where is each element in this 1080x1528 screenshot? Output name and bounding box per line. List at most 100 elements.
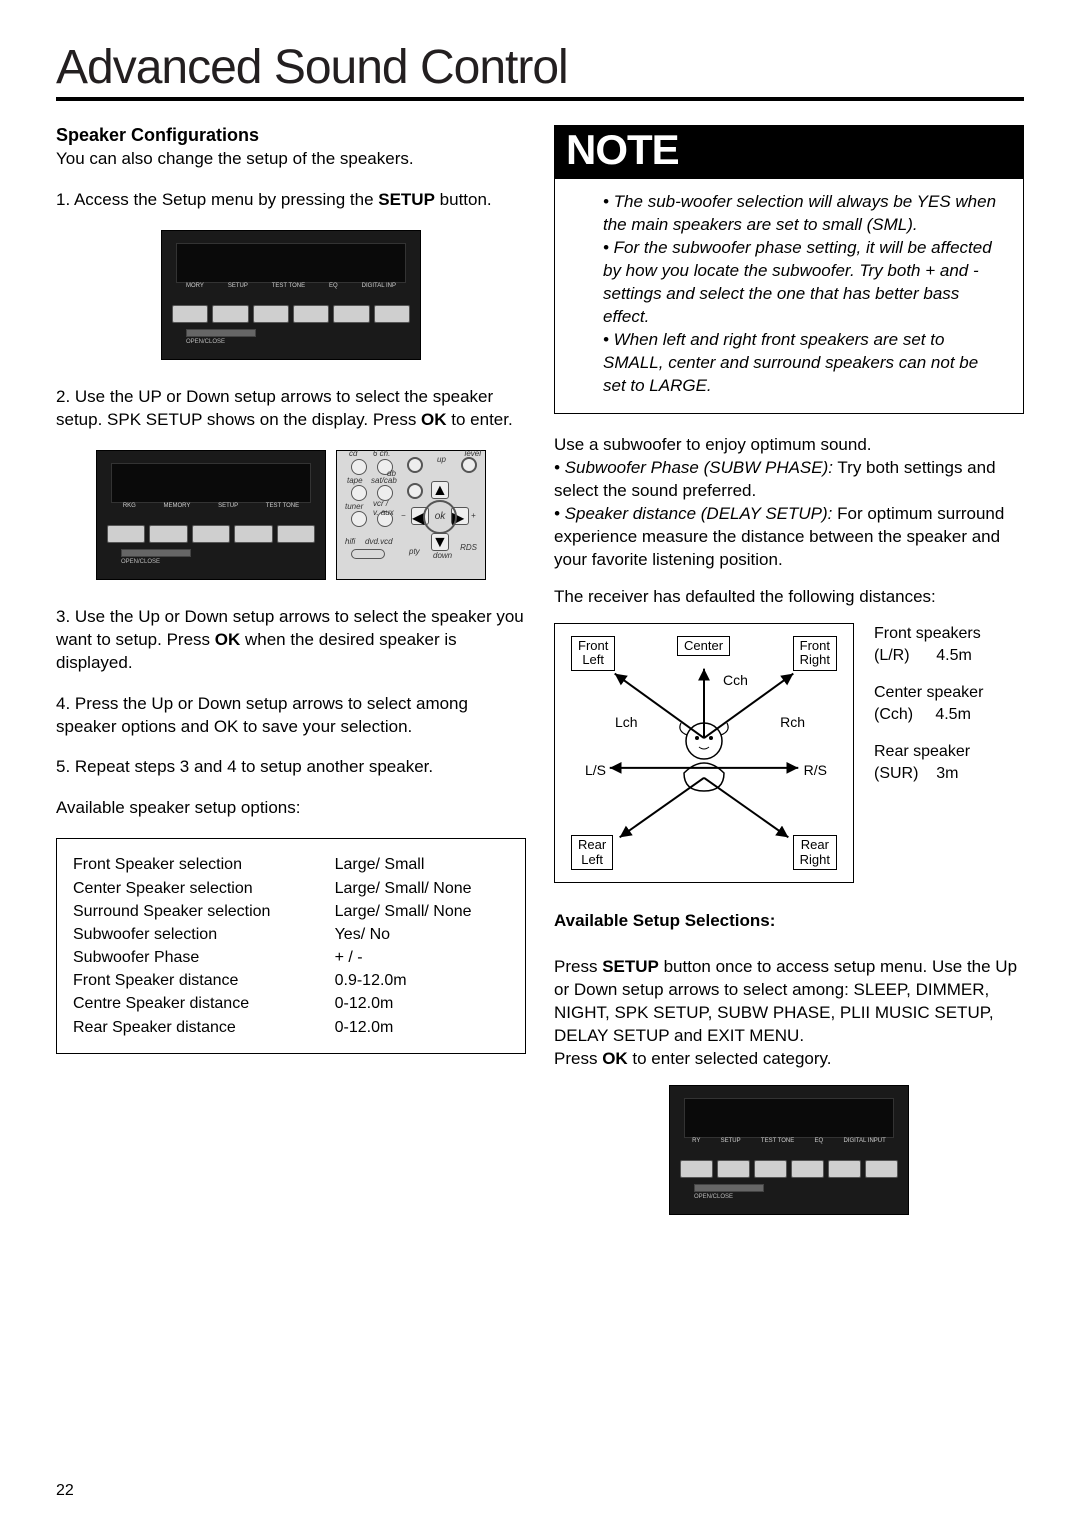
opt-v: Large/ Small: [335, 853, 509, 876]
device-openclose: OPEN/CLOSE: [694, 1194, 733, 1200]
opt-k: Subwoofer selection: [73, 923, 335, 946]
as-a: Press: [554, 957, 602, 976]
remote-up-arrow: ▲: [431, 481, 449, 499]
page-title: Advanced Sound Control: [56, 40, 1024, 101]
right-p2b: • Speaker distance (DELAY SETUP): For op…: [554, 503, 1024, 572]
as-setup: SETUP: [602, 957, 659, 976]
opt-k: Subwoofer Phase: [73, 946, 335, 969]
remote-label-level: level: [465, 449, 481, 458]
opt-v: 0-12.0m: [335, 1016, 509, 1039]
device-buttons: [172, 293, 410, 323]
device-btn: [277, 525, 315, 543]
box-center: Center: [677, 636, 730, 656]
remote-label-6ch: 6 ch.: [373, 449, 390, 458]
device-slot: [121, 549, 191, 557]
subw-phase-label: • Subwoofer Phase (SUBW PHASE):: [554, 458, 833, 477]
step-2-c: to enter.: [447, 410, 513, 429]
step-1-setup: SETUP: [378, 190, 435, 209]
note-box: • The sub-woofer selection will always b…: [554, 179, 1024, 414]
available-setup-text: Press SETUP button once to access setup …: [554, 933, 1024, 1071]
device-btn: [212, 305, 248, 323]
remote-btn: [407, 483, 423, 499]
page: Advanced Sound Control Speaker Configura…: [0, 0, 1080, 1241]
remote-label-down: down: [433, 551, 452, 560]
step-1-a: 1. Access the Setup menu by pressing the: [56, 190, 378, 209]
opt-k: Front Speaker selection: [73, 853, 335, 876]
right-column: NOTE • The sub-woofer selection will alw…: [554, 125, 1024, 1241]
lbl-digital: DIGITAL INP: [362, 283, 396, 289]
remote-label-rds: RDS: [460, 543, 477, 552]
step-4: 4. Press the Up or Down setup arrows to …: [56, 693, 526, 739]
note-bullet-1: • The sub-woofer selection will always b…: [603, 191, 1005, 237]
device-btn: [754, 1160, 787, 1178]
opt-k: Front Speaker distance: [73, 969, 335, 992]
speaker-diagram-row: Front Left Center Front Right Rear Left …: [554, 623, 1024, 883]
device-btn: [192, 525, 230, 543]
device-btn: [149, 525, 187, 543]
device-button-labels: MORY SETUP TEST TONE EQ DIGITAL INP: [174, 283, 408, 289]
box-rear-right: Rear Right: [793, 835, 837, 870]
listener-icon: [669, 713, 739, 793]
remote-label-satcab: sat/cab: [371, 476, 397, 485]
opt-k: Rear Speaker distance: [73, 1016, 335, 1039]
speaker-diagram: Front Left Center Front Right Rear Left …: [554, 623, 854, 883]
opt-v: Yes/ No: [335, 923, 509, 946]
lbl-testtone: TEST TONE: [266, 503, 299, 509]
opt-v: Large/ Small/ None: [335, 900, 509, 923]
defaults-center: Center speaker (Cch) 4.5m: [874, 682, 983, 727]
device-openclose: OPEN/CLOSE: [186, 339, 225, 345]
device-display: [684, 1098, 894, 1138]
remote-label-up: up: [437, 455, 446, 464]
box-rear-left: Rear Left: [571, 835, 613, 870]
defaults-front: Front speakers (L/R) 4.5m: [874, 623, 983, 668]
options-table: Front Speaker selectionLarge/ Small Cent…: [56, 838, 526, 1054]
delay-setup-label: • Speaker distance (DELAY SETUP):: [554, 504, 832, 523]
device-photo-3: RY SETUP TEST TONE EQ DIGITAL INPUT OPEN…: [669, 1085, 909, 1215]
available-setup-heading: Available Setup Selections:: [554, 911, 1024, 931]
device-slot: [694, 1184, 764, 1192]
two-columns: Speaker Configurations You can also chan…: [56, 125, 1024, 1241]
device-btn: [717, 1160, 750, 1178]
step-5: 5. Repeat steps 3 and 4 to setup another…: [56, 756, 526, 779]
lbl-setup: SETUP: [228, 283, 248, 289]
device-buttons: [107, 513, 315, 543]
device-display: [176, 243, 406, 283]
defaults-rear: Rear speaker (SUR) 3m: [874, 741, 983, 786]
remote-pill: [351, 549, 385, 559]
right-p3: The receiver has defaulted the following…: [554, 586, 1024, 609]
opt-v: 0.9-12.0m: [335, 969, 509, 992]
right-p2: • Subwoofer Phase (SUBW PHASE): Try both…: [554, 457, 1024, 503]
device-btn: [680, 1160, 713, 1178]
lbl-eq: EQ: [815, 1138, 824, 1144]
opt-v: + / -: [335, 946, 509, 969]
note-bullet-3: • When left and right front speakers are…: [603, 329, 1005, 398]
remote-minus: −: [401, 511, 406, 520]
intro-text: You can also change the setup of the spe…: [56, 148, 526, 171]
device-photo-2: RKG MEMORY SETUP TEST TONE OPEN/CLOSE: [96, 450, 326, 580]
lbl: MEMORY: [164, 503, 191, 509]
opt-k: Surround Speaker selection: [73, 900, 335, 923]
remote-label-vcraux: vcr / v. aux: [373, 499, 394, 517]
device-display: [111, 463, 311, 503]
opt-k: Center Speaker selection: [73, 877, 335, 900]
lbl-rs: R/S: [804, 762, 827, 778]
remote-label-hifi: hifi: [345, 537, 355, 546]
device-openclose: OPEN/CLOSE: [121, 559, 160, 565]
step-2: 2. Use the UP or Down setup arrows to se…: [56, 386, 526, 432]
lbl: RKG: [123, 503, 136, 509]
lbl: RY: [692, 1138, 700, 1144]
remote-plus: +: [471, 511, 476, 520]
device-button-labels: RKG MEMORY SETUP TEST TONE: [109, 503, 313, 509]
remote-btn: [351, 485, 367, 501]
as-e: to enter selected category.: [628, 1049, 832, 1068]
device-btn: [172, 305, 208, 323]
remote-label-tape: tape: [347, 476, 363, 485]
device-buttons: [680, 1148, 898, 1178]
lbl-testtone: TEST TONE: [272, 283, 305, 289]
remote-down-arrow: ▼: [431, 533, 449, 551]
remote-label-pty: pty: [409, 547, 420, 556]
remote-btn: [351, 459, 367, 475]
lbl-setup: SETUP: [721, 1138, 741, 1144]
device-btn: [253, 305, 289, 323]
device-btn: [828, 1160, 861, 1178]
